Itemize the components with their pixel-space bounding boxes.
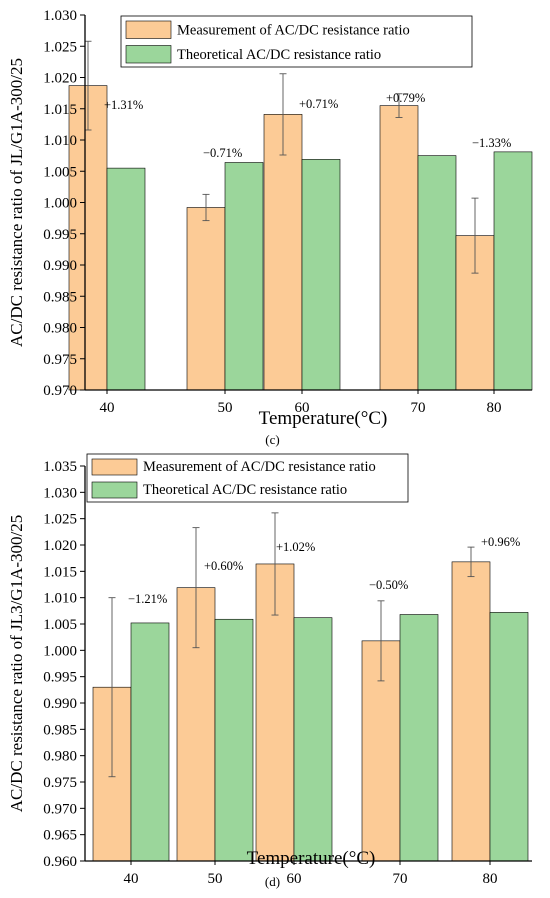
- y-tick-label: 1.015: [43, 564, 77, 580]
- panel-label: (c): [265, 432, 279, 447]
- y-tick-label: 1.025: [43, 512, 77, 528]
- legend-swatch-theoretical: [125, 45, 172, 64]
- y-tick-label: 1.005: [43, 617, 77, 633]
- y-tick-label: 0.980: [43, 749, 77, 765]
- y-tick-label: 0.990: [43, 696, 77, 712]
- theoretical-bar-60: [293, 617, 333, 862]
- y-tick-label: 1.015: [43, 102, 77, 118]
- legend-label: Theoretical AC/DC resistance ratio: [143, 482, 347, 498]
- difference-label: −1.33%: [472, 136, 511, 150]
- y-tick-label: 0.970: [43, 801, 77, 817]
- error-bar-70: [395, 93, 403, 118]
- measurement-bar-60: [263, 114, 303, 391]
- chart-panel-c: 0.970 0.975 0.980 0.985 0.990 0.995 1.000 1.005…: [7, 8, 533, 447]
- x-tick-label: 70: [411, 400, 426, 416]
- y-tick-label: 1.000: [43, 196, 77, 212]
- y-tick-label: 0.965: [43, 828, 77, 844]
- x-tick-label: 80: [487, 400, 502, 416]
- y-tick-label: 0.975: [43, 775, 77, 791]
- error-bar-70: [377, 600, 385, 682]
- theoretical-bar-50: [214, 618, 254, 862]
- legend: Measurement of AC/DC resistance ratio The…: [120, 15, 473, 68]
- y-tick-label: 0.960: [43, 854, 77, 870]
- difference-label: −1.21%: [128, 592, 167, 606]
- legend: Measurement of AC/DC resistance ratio The…: [86, 453, 409, 503]
- theoretical-bar-80: [493, 151, 533, 391]
- x-tick-label: 80: [483, 871, 498, 887]
- x-axis-title: Temperature(°C): [247, 848, 376, 869]
- error-bar-80: [471, 197, 479, 274]
- error-bar-50: [192, 527, 200, 649]
- y-tick-label: 0.985: [43, 722, 77, 738]
- y-tick-label: 1.020: [43, 71, 77, 87]
- chart-panel-d: 0.960 0.965 0.970 0.975 0.980 0.985 0.990 0.995…: [7, 453, 532, 889]
- x-tick-label: 40: [124, 871, 139, 887]
- legend-swatch-theoretical: [91, 481, 138, 499]
- y-tick-label: 0.980: [43, 321, 77, 337]
- measurement-bar-70: [379, 105, 419, 391]
- theoretical-bar-70: [399, 614, 439, 862]
- y-tick-label: 0.995: [43, 227, 77, 243]
- y-tick-label: 1.030: [43, 8, 77, 24]
- difference-label: +1.02%: [276, 540, 315, 554]
- x-tick-label: 50: [218, 400, 233, 416]
- theoretical-bar-40: [106, 167, 146, 391]
- theoretical-bar-70: [417, 155, 457, 391]
- difference-label: +0.79%: [386, 91, 425, 105]
- difference-label: +0.60%: [204, 559, 243, 573]
- x-tick-label: 70: [393, 871, 408, 887]
- difference-label: −0.50%: [369, 578, 408, 592]
- legend-label: Measurement of AC/DC resistance ratio: [177, 23, 410, 39]
- legend-label: Theoretical AC/DC resistance ratio: [177, 47, 381, 63]
- y-axis-title: AC/DC resistance ratio of JL3/G1A-300/25: [7, 515, 26, 812]
- y-tick-label: 1.030: [43, 485, 77, 501]
- error-bar-60: [271, 512, 279, 616]
- x-tick-label: 40: [100, 400, 115, 416]
- x-tick-label: 60: [287, 871, 302, 887]
- measurement-bar-80: [451, 561, 491, 862]
- error-bar-80: [467, 546, 475, 578]
- y-tick-label: 0.995: [43, 670, 77, 686]
- y-tick-label: 0.975: [43, 352, 77, 368]
- theoretical-bar-80: [489, 612, 529, 862]
- y-tick-label: 1.005: [43, 164, 77, 180]
- theoretical-bar-60: [301, 159, 341, 391]
- y-axis-title: AC/DC resistance ratio of JL/G1A-300/25: [7, 58, 26, 347]
- error-bar-50: [202, 193, 210, 222]
- y-tick-label: 1.020: [43, 538, 77, 554]
- y-tick-label: 0.985: [43, 289, 77, 305]
- theoretical-bar-40: [130, 622, 170, 862]
- y-tick-label: 1.035: [43, 459, 77, 475]
- error-bar-40: [84, 40, 92, 131]
- difference-label: −0.71%: [203, 146, 242, 160]
- y-tick-label: 1.010: [43, 591, 77, 607]
- y-tick-label: 1.010: [43, 133, 77, 149]
- legend-label: Measurement of AC/DC resistance ratio: [143, 459, 376, 475]
- difference-label: +1.31%: [104, 98, 143, 112]
- legend-box: [120, 15, 473, 68]
- x-tick-label: 60: [295, 400, 310, 416]
- difference-label: +0.71%: [299, 97, 338, 111]
- difference-label: +0.96%: [481, 535, 520, 549]
- x-tick-label: 50: [208, 871, 223, 887]
- legend-swatch-measurement: [125, 20, 172, 39]
- error-bar-60: [279, 73, 287, 156]
- y-tick-label: 1.000: [43, 643, 77, 659]
- measurement-bar-50: [186, 207, 226, 391]
- measurement-bar-40: [68, 85, 108, 391]
- error-bar-40: [108, 597, 116, 778]
- y-tick-label: 1.025: [43, 39, 77, 55]
- legend-box: [86, 453, 409, 503]
- legend-swatch-measurement: [91, 458, 138, 476]
- x-axis-title: Temperature(°C): [259, 408, 388, 429]
- y-tick-label: 0.990: [43, 258, 77, 274]
- theoretical-bar-50: [224, 162, 264, 391]
- panel-label: (d): [265, 874, 280, 889]
- y-tick-label: 0.970: [43, 383, 77, 399]
